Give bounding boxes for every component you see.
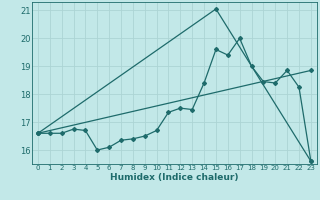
X-axis label: Humidex (Indice chaleur): Humidex (Indice chaleur) (110, 173, 239, 182)
